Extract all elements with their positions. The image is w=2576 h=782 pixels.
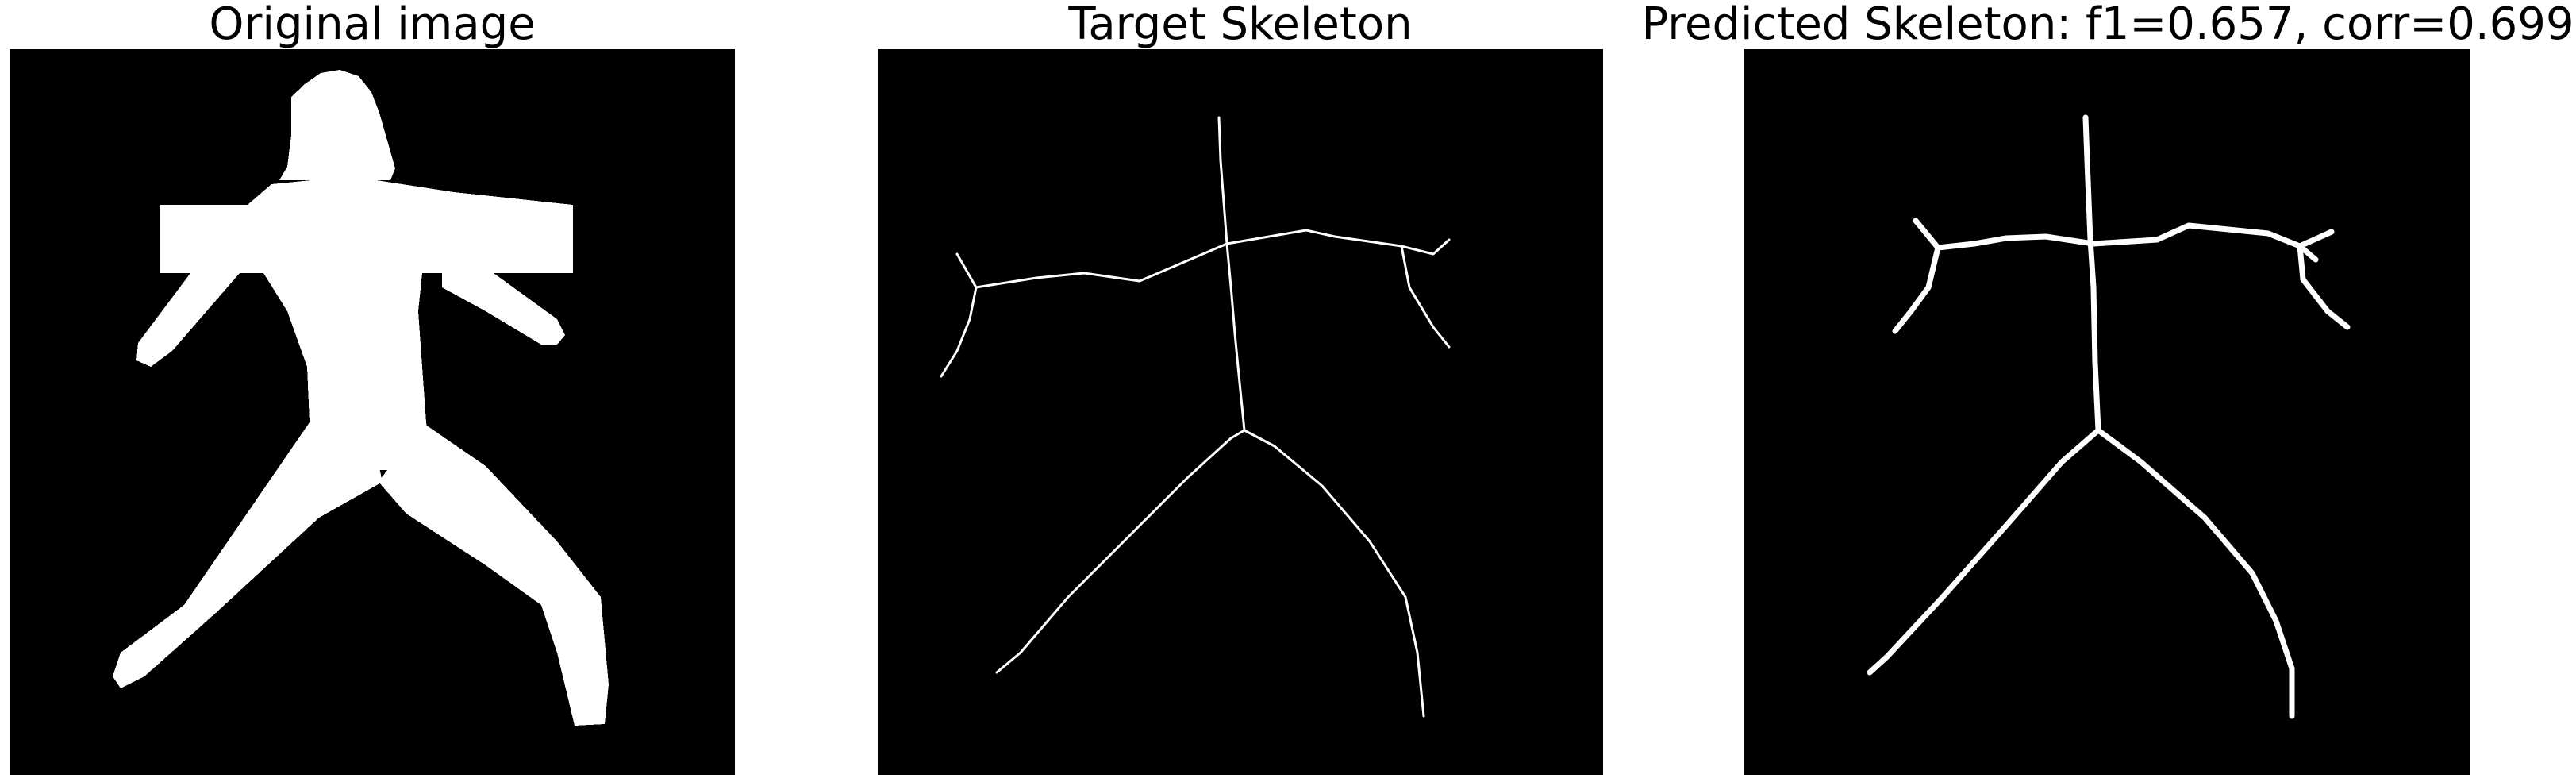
title-target-skeleton: Target Skeleton [1068, 0, 1413, 50]
original-image-panel [10, 49, 735, 775]
title-original-image: Original image [209, 0, 536, 50]
target-skeleton-panel [878, 49, 1603, 775]
original-silhouette-image [113, 70, 609, 726]
predicted-skeleton-image [1867, 114, 2351, 719]
target-skeleton-image [940, 116, 1451, 718]
title-predicted-skeleton: Predicted Skeleton: f1=0.657, corr=0.699 [1641, 0, 2574, 50]
predicted-skeleton-panel [1744, 49, 2470, 775]
